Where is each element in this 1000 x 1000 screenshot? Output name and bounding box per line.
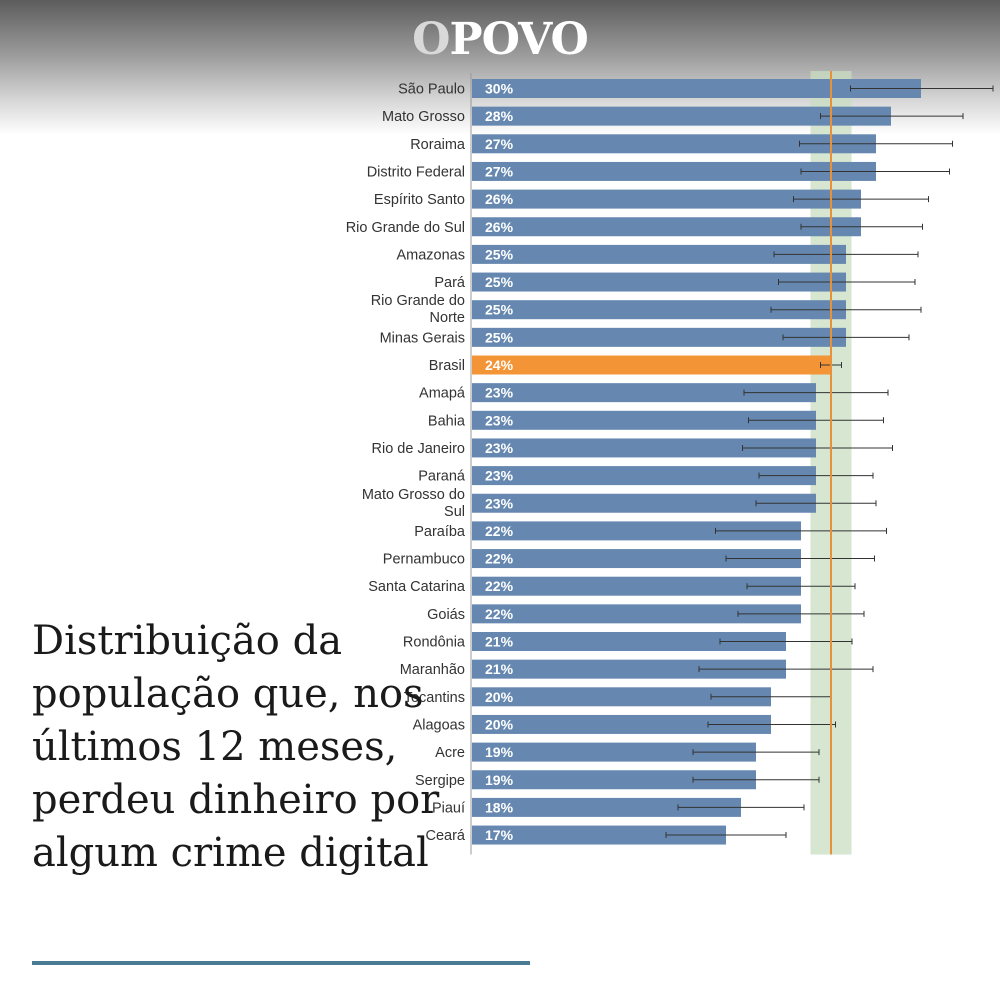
bar xyxy=(472,466,816,486)
bar-value-label: 20% xyxy=(485,689,514,705)
bar xyxy=(472,327,846,347)
bar-value-label: 23% xyxy=(485,412,514,428)
bar xyxy=(472,106,891,126)
category-label: Paraná xyxy=(418,469,466,485)
bar xyxy=(472,770,756,790)
category-label: Norte xyxy=(430,310,465,326)
bar xyxy=(472,742,756,762)
category-label: Goiás xyxy=(427,607,465,623)
bar-value-label: 21% xyxy=(485,634,514,650)
bar xyxy=(472,272,846,292)
bar xyxy=(472,576,801,596)
bar-value-label: 24% xyxy=(485,357,514,373)
category-label: Distrito Federal xyxy=(367,164,465,180)
bar-value-label: 26% xyxy=(485,191,514,207)
bar xyxy=(472,493,816,513)
bar xyxy=(472,687,771,707)
bar xyxy=(472,217,861,237)
category-label: Santa Catarina xyxy=(368,579,466,595)
headline-rule xyxy=(32,961,530,965)
bar xyxy=(472,438,816,458)
bar-value-label: 28% xyxy=(485,108,514,124)
bar xyxy=(472,659,786,679)
bar xyxy=(472,604,801,624)
bar-value-label: 25% xyxy=(485,246,514,262)
bar-value-label: 26% xyxy=(485,219,514,235)
brand-logo: OPOVO xyxy=(412,14,589,65)
bar-value-label: 18% xyxy=(485,799,514,815)
bar xyxy=(472,161,876,181)
bar xyxy=(472,825,726,845)
bar xyxy=(472,714,771,734)
category-label: Rio de Janeiro xyxy=(372,441,466,457)
category-label: Piauí xyxy=(432,800,465,816)
category-label: Sergipe xyxy=(415,773,465,789)
bar-value-label: 22% xyxy=(485,578,514,594)
category-label: Roraima xyxy=(410,137,466,153)
bar-value-label: 22% xyxy=(485,523,514,539)
bar-value-label: 25% xyxy=(485,329,514,345)
bar xyxy=(472,244,846,264)
bar-value-label: 19% xyxy=(485,744,514,760)
category-label: Paraíba xyxy=(414,524,466,540)
category-label: Brasil xyxy=(429,358,465,374)
bar-value-label: 19% xyxy=(485,772,514,788)
bar-value-label: 22% xyxy=(485,606,514,622)
bar-value-label: 23% xyxy=(485,385,514,401)
bar-value-label: 23% xyxy=(485,468,514,484)
bar-value-label: 23% xyxy=(485,495,514,511)
category-label: Sul xyxy=(444,504,465,520)
bar xyxy=(472,410,816,430)
category-label: Ceará xyxy=(426,828,466,844)
category-label: Pernambuco xyxy=(383,552,465,568)
category-label: Rio Grande do xyxy=(371,293,465,309)
category-label: Alagoas xyxy=(413,717,465,733)
category-label: Tocantins xyxy=(404,690,465,706)
category-label: Amazonas xyxy=(396,247,465,263)
bar-value-label: 17% xyxy=(485,827,514,843)
category-label: Bahia xyxy=(428,413,466,429)
bar-value-label: 25% xyxy=(485,274,514,290)
bar xyxy=(472,797,741,817)
bar-value-label: 21% xyxy=(485,661,514,677)
bar xyxy=(472,300,846,320)
bar xyxy=(472,632,786,651)
bar-value-label: 20% xyxy=(485,716,514,732)
category-label: Minas Gerais xyxy=(380,330,465,346)
bar-value-label: 23% xyxy=(485,440,514,456)
bar xyxy=(472,79,921,98)
bar-value-label: 25% xyxy=(485,302,514,318)
category-label: Mato Grosso xyxy=(382,109,465,125)
bar xyxy=(472,134,876,154)
category-label: Espírito Santo xyxy=(374,192,465,208)
category-label: Rondônia xyxy=(403,635,466,651)
category-label: Rio Grande do Sul xyxy=(346,220,465,236)
category-label: Acre xyxy=(435,745,465,761)
bar-value-label: 30% xyxy=(485,81,514,97)
bar xyxy=(472,189,861,209)
bar-value-label: 22% xyxy=(485,551,514,567)
bar xyxy=(472,549,801,569)
category-label: Maranhão xyxy=(400,662,465,678)
category-label: Amapá xyxy=(419,386,466,402)
bar xyxy=(472,521,801,541)
category-label: Mato Grosso do xyxy=(362,487,465,503)
category-label: São Paulo xyxy=(398,82,465,98)
bar-value-label: 27% xyxy=(485,136,514,152)
headline: Distribuição da população que, nos últim… xyxy=(32,618,440,876)
bar-value-label: 27% xyxy=(485,163,514,179)
category-label: Pará xyxy=(434,275,466,291)
bar xyxy=(472,355,831,375)
bar xyxy=(472,383,816,403)
